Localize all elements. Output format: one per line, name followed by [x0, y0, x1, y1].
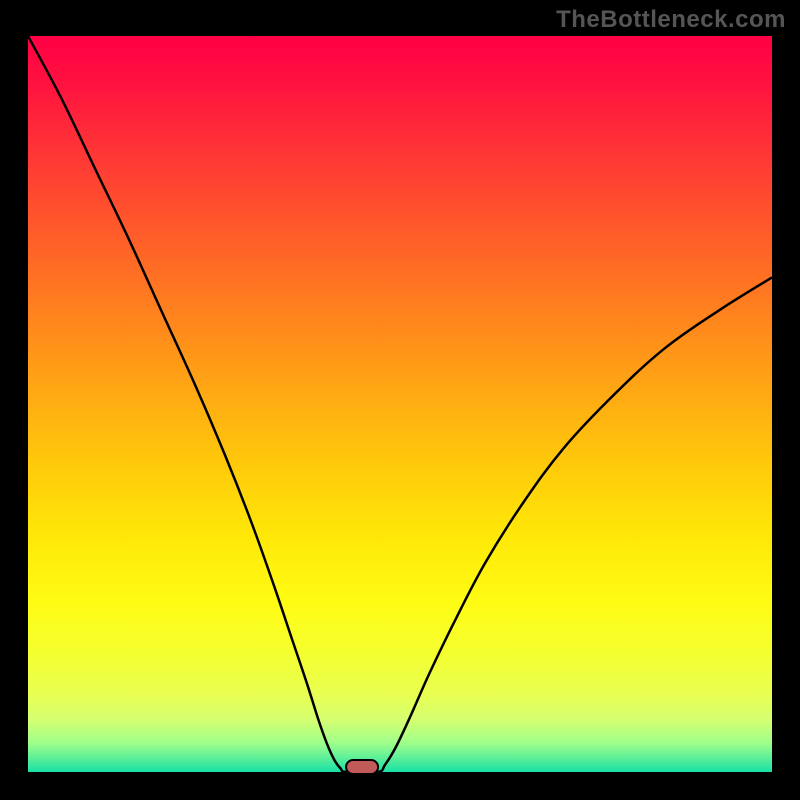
bottleneck-chart: [0, 0, 800, 800]
optimal-marker: [346, 760, 378, 774]
gradient-background: [28, 36, 772, 772]
watermark-text: TheBottleneck.com: [556, 6, 786, 34]
